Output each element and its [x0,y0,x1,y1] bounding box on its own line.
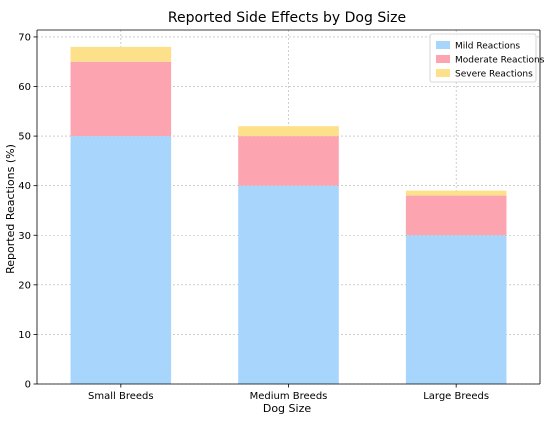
y-tick-label: 50 [18,132,31,143]
legend-label: Moderate Reactions [455,56,545,66]
tick-labels: 0 10 20 30 40 50 60 70 Small Breeds Medium Breeds… [18,32,489,402]
bar-moderate-reactions [238,136,339,186]
x-tick-label: Medium Breeds [250,391,328,402]
bar-moderate-reactions [405,195,507,236]
legend-swatch [436,41,450,49]
y-tick-label: 40 [18,181,31,192]
legend-box [429,33,537,83]
x-axis-label: Dog Size [263,402,311,415]
legend-swatch [436,69,450,77]
bar-severe-reactions [70,46,172,62]
bar-moderate-reactions [70,61,172,137]
y-tick-label: 60 [18,82,31,93]
x-tick-label: Large Breeds [423,391,489,402]
y-axis-label: Reported Reactions (%) [4,144,17,274]
bars [70,46,507,384]
bar-mild-reactions [70,136,172,384]
y-tick-label: 20 [18,280,31,291]
bar-mild-reactions [405,235,507,384]
y-tick-label: 10 [18,330,31,341]
y-tick-label: 30 [18,231,31,242]
legend-label: Mild Reactions [455,42,520,52]
legend[interactable]: Mild Reactions Moderate Reactions Severe R… [429,33,545,83]
legend-swatch [436,55,450,63]
bar-severe-reactions [238,126,339,137]
y-tick-label: 70 [18,32,31,43]
chart-title: Reported Side Effects by Dog Size [168,10,406,26]
bar-severe-reactions [405,190,507,196]
x-tick-label: Small Breeds [88,391,154,402]
legend-label: Severe Reactions [455,70,533,80]
y-tick-label: 0 [25,380,31,391]
bar-mild-reactions [238,185,339,384]
